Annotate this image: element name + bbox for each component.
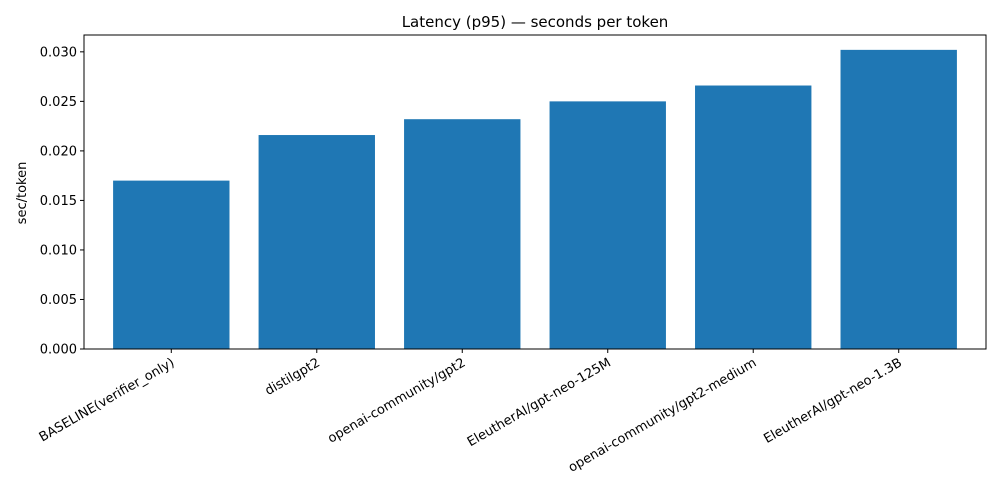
x-tick-label-3: EleutherAI/gpt-neo-125M	[465, 355, 614, 450]
x-tick-label-2: openai-community/gpt2	[325, 355, 468, 446]
bar-1	[258, 135, 375, 349]
bar-2	[404, 119, 521, 349]
chart-title: Latency (p95) — seconds per token	[402, 13, 669, 31]
y-tick-label-6: 0.030	[40, 45, 77, 60]
bar-0	[113, 180, 230, 349]
bar-4	[695, 85, 812, 350]
bar-3	[549, 101, 666, 350]
y-tick-label-1: 0.005	[40, 293, 77, 308]
y-tick-label-2: 0.010	[40, 243, 77, 258]
x-tick-label-5: EleutherAI/gpt-neo-1.3B	[761, 355, 904, 446]
plot-frame	[83, 34, 987, 350]
x-tick-label-0: BASELINE(verifier_only)	[37, 355, 178, 445]
y-tick-label-3: 0.015	[40, 194, 77, 209]
y-axis-label: sec/token	[15, 162, 30, 225]
y-tick-label-0: 0.000	[40, 343, 77, 358]
y-tick-label-4: 0.020	[40, 144, 77, 159]
bar-5	[840, 49, 957, 350]
y-tick-label-5: 0.025	[40, 95, 77, 110]
y-ticks-group: 0.000 0.005 0.010 0.015 0.020 0.025 0.030	[40, 45, 84, 358]
x-tick-label-1: distilgpt2	[263, 355, 323, 398]
x-ticks-group: BASELINE(verifier_only) distilgpt2 openai-…	[37, 349, 905, 476]
bars-group	[113, 49, 957, 350]
